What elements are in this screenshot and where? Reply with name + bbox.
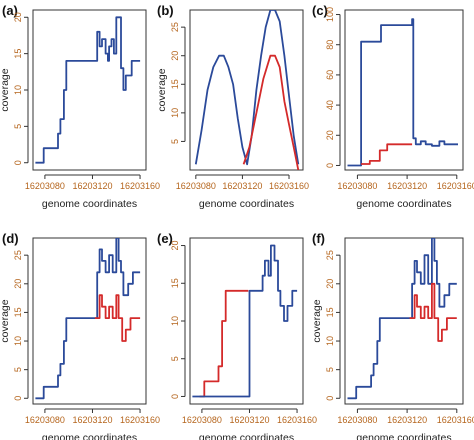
y-tick-label: 0 [13,160,23,165]
panel-label: (a) [2,3,18,18]
y-tick-label: 15 [170,79,180,89]
y-tick-label: 25 [170,22,180,32]
panel-label: (b) [157,3,174,18]
x-tick-label: 16203120 [72,415,112,425]
panel-e: (e) 0 5 10 15 20 16203080 16203120 16203160 genom… [157,231,317,440]
coverage-series-line-1 [347,238,457,400]
panel-d: (d) 0 5 10 15 20 25 coverage 16203080 16203120 162… [0,231,160,440]
y-tick-label: 15 [325,307,335,317]
x-tick-label: 16203160 [269,181,309,191]
y-tick-label: 15 [170,278,180,288]
plot-frame [344,237,464,405]
y-tick-label: 20 [170,241,180,251]
y-tick-label: 10 [13,85,23,95]
x-tick-label: 16203080 [337,415,377,425]
y-tick-label: 80 [325,40,335,50]
x-axis-title: genome coordinates [356,198,451,210]
y-tick-label: 0 [325,396,335,401]
y-tick-label: 0 [13,396,23,401]
y-tick-label: 10 [170,108,180,118]
x-axis-title: genome coordinates [199,432,294,440]
x-tick-label: 16203080 [182,415,222,425]
y-tick-label: 10 [170,316,180,326]
x-axis-title: genome coordinates [356,432,451,440]
plot-frame [189,237,304,405]
panel-c: (c) 0 20 40 60 80 100 16203080 16203120 16203160 g… [312,3,474,210]
y-tick-label: 20 [170,51,180,61]
y-tick-label: 60 [325,70,335,80]
y-tick-label: 5 [325,367,335,372]
panel-f: (f) 0 5 10 15 20 25 coverage 16203080 16203120 162… [311,231,474,440]
x-tick-label: 16203160 [120,415,160,425]
x-tick-label: 16203160 [437,415,474,425]
y-tick-label: 5 [13,124,23,129]
x-tick-label: 16203160 [120,181,160,191]
panel-label: (e) [157,231,173,246]
coverage-series-line-2 [409,282,457,342]
y-axis-title: coverage [0,68,11,111]
y-tick-label: 5 [170,139,180,144]
y-tick-label: 20 [13,12,23,22]
coverage-series-line-1 [199,289,249,398]
x-axis-title: genome coordinates [42,198,137,210]
coverage-series-line-2 [361,143,413,165]
x-tick-label: 16203160 [277,415,317,425]
panel-label: (f) [312,231,325,246]
y-tick-label: 0 [170,394,180,399]
y-tick-label: 25 [13,250,23,260]
y-axis-title: coverage [156,68,168,111]
y-tick-label: 20 [13,279,23,289]
x-tick-label: 16203080 [25,181,65,191]
y-axis-title: coverage [311,299,323,342]
y-tick-label: 5 [170,356,180,361]
plot-frame [344,9,464,171]
y-tick-label: 5 [13,367,23,372]
x-tick-label: 16203080 [25,415,65,425]
y-tick-label: 40 [325,100,335,110]
y-tick-label: 15 [13,307,23,317]
y-tick-label: 20 [325,279,335,289]
panel-a: (a) 0 5 10 15 20 coverage 16203080 16203120 16203… [0,3,160,210]
y-tick-label: 100 [325,7,335,22]
y-tick-label: 25 [325,250,335,260]
y-tick-label: 15 [13,49,23,59]
x-tick-label: 16203120 [387,181,427,191]
y-tick-label: 10 [325,336,335,346]
coverage-series-line-1 [347,18,458,167]
coverage-series-line-1 [35,238,141,400]
coverage-series-line-1 [194,10,300,166]
y-tick-label: 10 [13,336,23,346]
coverage-series-line-2 [192,244,298,398]
panel-b: (b) 5 10 15 20 25 coverage 16203080 16203120 1620… [156,3,309,210]
x-axis-title: genome coordinates [42,432,137,440]
panel-label: (c) [312,3,328,18]
coverage-series-line-1 [35,16,141,164]
y-axis-title: coverage [0,299,11,342]
x-tick-label: 16203080 [176,181,216,191]
coverage-series-line-2 [242,54,300,170]
x-tick-label: 16203120 [222,181,262,191]
y-tick-label: 20 [325,130,335,140]
y-tick-label: 0 [325,163,335,168]
panel-label: (d) [2,231,19,246]
plot-frame [32,9,147,171]
x-tick-label: 16203120 [72,181,112,191]
x-tick-label: 16203120 [229,415,269,425]
plot-frame [189,9,304,171]
x-axis-title: genome coordinates [199,198,294,210]
x-tick-label: 16203080 [337,181,377,191]
coverage-series-line-2 [94,294,141,342]
x-tick-label: 16203160 [437,181,474,191]
plot-frame [32,237,147,405]
x-tick-label: 16203120 [387,415,427,425]
